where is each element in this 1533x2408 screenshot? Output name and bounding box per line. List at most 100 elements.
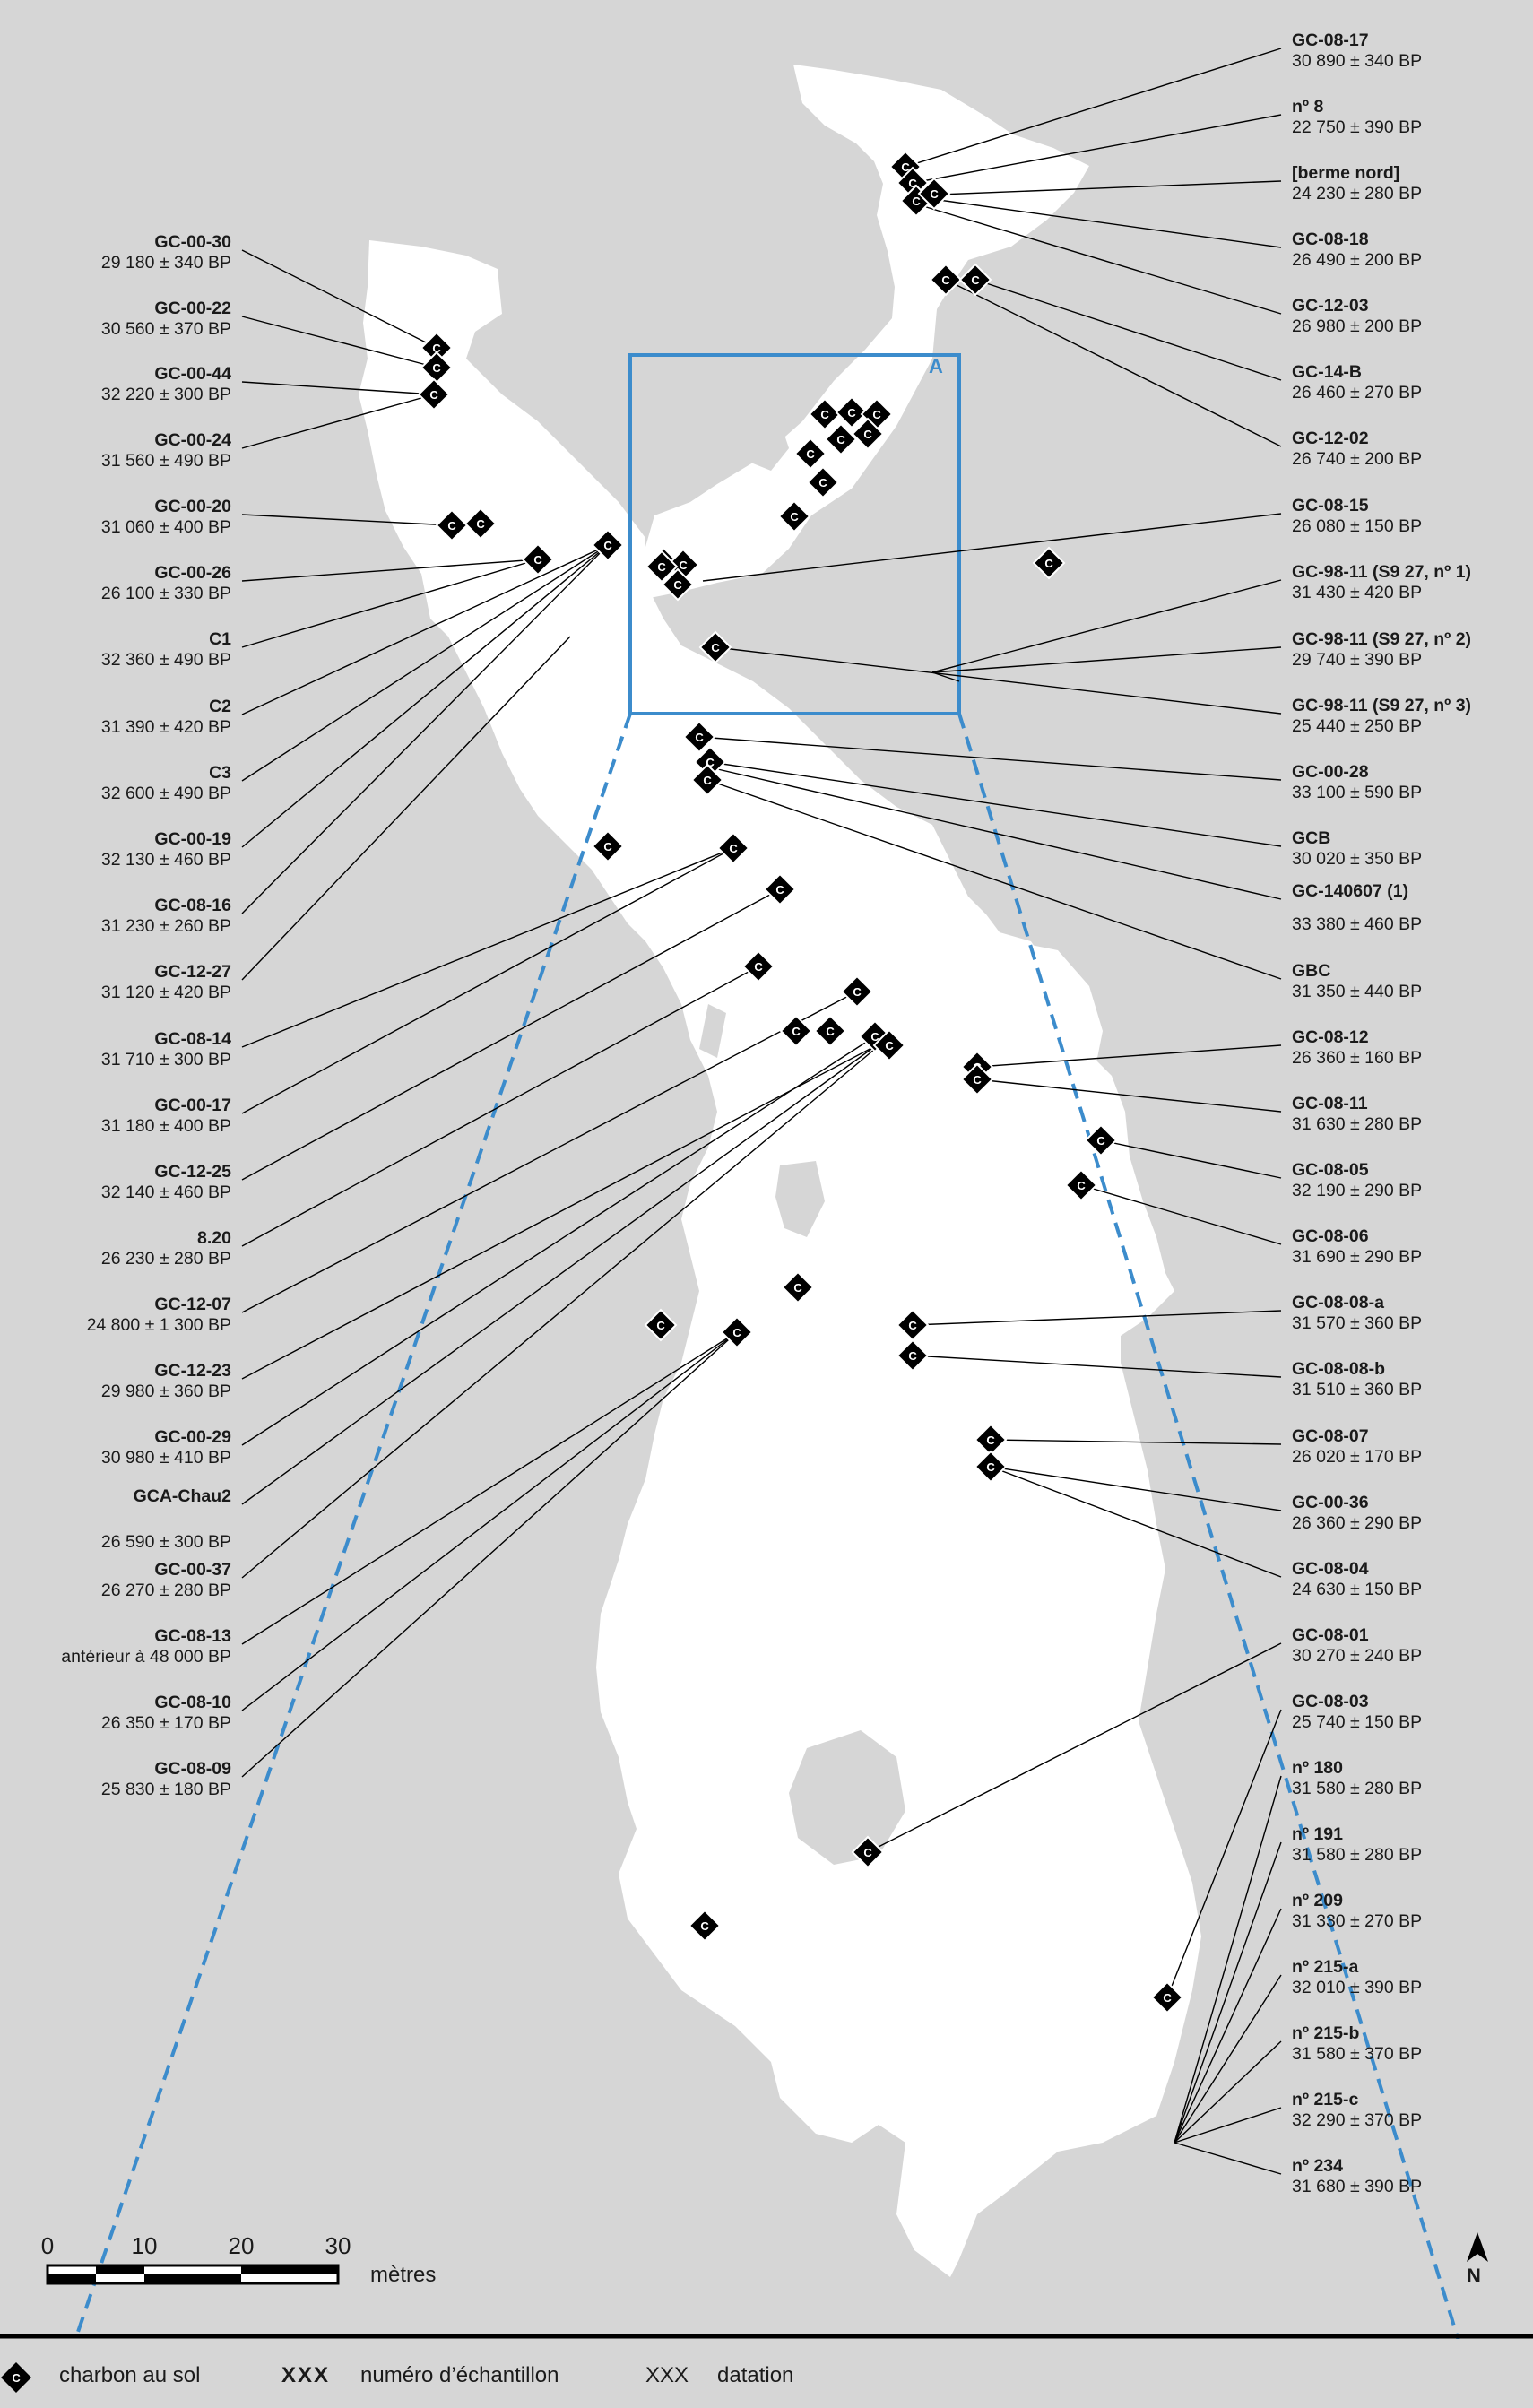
leader-line-right-2 bbox=[915, 180, 1282, 196]
svg-text:C: C bbox=[695, 731, 704, 744]
sample-date: 32 290 ± 370 BP bbox=[1292, 2110, 1423, 2130]
sample-id: GC-00-36 bbox=[1292, 1493, 1369, 1512]
svg-text:C: C bbox=[790, 510, 799, 524]
charcoal-marker: C bbox=[1032, 546, 1066, 580]
svg-text:C: C bbox=[941, 273, 950, 287]
scale-tick-30: 30 bbox=[325, 2232, 351, 2259]
north-arrow-icon bbox=[1467, 2232, 1488, 2262]
sample-date: 24 800 ± 1 300 BP bbox=[86, 1315, 231, 1335]
svg-text:C: C bbox=[863, 1846, 872, 1859]
sample-id: GC-08-08-a bbox=[1292, 1293, 1384, 1312]
svg-text:C: C bbox=[703, 774, 712, 787]
sample-date: 26 590 ± 300 BP bbox=[100, 1532, 231, 1552]
right-sample-label: GC-08-03 25 740 ± 150 BP bbox=[1292, 1692, 1498, 1733]
sample-date: 31 510 ± 360 BP bbox=[1292, 1380, 1423, 1399]
leader-line-left-6 bbox=[241, 559, 539, 648]
sample-date: 31 680 ± 390 BP bbox=[1292, 2177, 1423, 2196]
leader-line-right-17 bbox=[1100, 1139, 1282, 1179]
leader-line-left-19 bbox=[241, 1039, 885, 1505]
sample-id: GC-08-18 bbox=[1292, 230, 1369, 249]
sample-date: 32 140 ± 460 BP bbox=[100, 1182, 231, 1202]
charcoal-marker: C bbox=[644, 1308, 678, 1342]
sample-date: 31 580 ± 280 BP bbox=[1292, 1845, 1423, 1865]
sample-date: 25 440 ± 250 BP bbox=[1292, 716, 1423, 736]
leader-line-right-1 bbox=[912, 114, 1282, 184]
sample-id: GC-08-09 bbox=[154, 1759, 231, 1779]
sample-id: GC-98-11 (S9 27, nº 1) bbox=[1292, 562, 1472, 582]
leader-line-right-31 bbox=[1174, 2107, 1282, 2144]
sample-id: nº 215-b bbox=[1292, 2023, 1360, 2043]
leader-line-right-4 bbox=[922, 205, 1282, 315]
right-sample-label: GC-00-28 33 100 ± 590 BP bbox=[1292, 762, 1498, 803]
svg-text:C: C bbox=[447, 519, 456, 533]
svg-text:C: C bbox=[429, 388, 438, 402]
leader-line-right-13 bbox=[709, 767, 1282, 900]
right-sample-label: nº 8 22 750 ± 390 BP bbox=[1292, 97, 1498, 138]
charcoal-marker: C bbox=[591, 528, 625, 562]
right-sample-label: GC-08-15 26 080 ± 150 BP bbox=[1292, 496, 1498, 537]
right-sample-label: GC-12-02 26 740 ± 200 BP bbox=[1292, 429, 1498, 470]
leader-line-right-30 bbox=[1174, 2040, 1282, 2144]
svg-text:C: C bbox=[872, 408, 881, 421]
sample-id: GC-08-03 bbox=[1292, 1692, 1369, 1711]
svg-text:C: C bbox=[908, 1349, 917, 1363]
charcoal-marker: C bbox=[813, 1014, 847, 1048]
leader-line-right-5 bbox=[974, 279, 1282, 381]
leader-line-left-10 bbox=[241, 544, 609, 914]
sample-date: 26 270 ± 280 BP bbox=[100, 1581, 231, 1600]
svg-text:C: C bbox=[847, 406, 856, 420]
sample-id: GC-12-25 bbox=[154, 1162, 231, 1182]
left-sample-label: GC-00-20 31 060 ± 400 BP bbox=[25, 497, 231, 538]
sample-id: GC-00-26 bbox=[154, 563, 231, 583]
left-sample-label: GCA-Chau2 26 590 ± 300 BP bbox=[25, 1486, 231, 1553]
sample-id: GC-08-11 bbox=[1292, 1094, 1368, 1113]
north-label: N bbox=[1467, 2265, 1481, 2287]
charcoal-marker: C bbox=[824, 422, 858, 456]
leader-line-left-0 bbox=[241, 249, 437, 349]
sample-id: GC-12-27 bbox=[154, 962, 231, 982]
leader-line-right-10 bbox=[715, 646, 1282, 715]
left-sample-label: GC-00-17 31 180 ± 400 BP bbox=[25, 1096, 231, 1137]
right-sample-label: GC-08-07 26 020 ± 170 BP bbox=[1292, 1426, 1498, 1468]
leader-line-right-7 bbox=[702, 513, 1282, 582]
leader-line-right-25 bbox=[1166, 1709, 1282, 1998]
sample-id: GC-00-44 bbox=[154, 364, 231, 384]
leader-line-left-15 bbox=[241, 966, 759, 1247]
sample-date: 30 560 ± 370 BP bbox=[100, 319, 231, 339]
sample-date: 26 360 ± 160 BP bbox=[1292, 1048, 1423, 1068]
leader-line-right-3 bbox=[931, 198, 1282, 248]
sample-date: 25 740 ± 150 BP bbox=[1292, 1712, 1423, 1732]
sample-id: GC-00-19 bbox=[154, 829, 231, 849]
svg-text:C: C bbox=[732, 1326, 741, 1339]
sample-id: C1 bbox=[209, 629, 231, 649]
sample-date: 31 180 ± 400 BP bbox=[100, 1116, 231, 1136]
svg-text:C: C bbox=[818, 476, 827, 489]
sample-id: GC-08-05 bbox=[1292, 1160, 1369, 1180]
sample-id: GCA-Chau2 bbox=[133, 1486, 231, 1506]
svg-text:C: C bbox=[729, 842, 738, 855]
charcoal-marker: C bbox=[851, 1835, 885, 1869]
right-sample-label: GBC 31 350 ± 440 BP bbox=[1292, 961, 1498, 1002]
leader-line-left-2 bbox=[241, 381, 435, 395]
leader-line-right-29 bbox=[1174, 1974, 1282, 2144]
sample-id: GC-08-17 bbox=[1292, 30, 1369, 50]
svg-text:C: C bbox=[986, 1434, 995, 1447]
leader-line-left-11 bbox=[241, 636, 571, 981]
charcoal-marker: C bbox=[1064, 1168, 1098, 1202]
charcoal-marker: C bbox=[661, 567, 695, 602]
scale-tick-20: 20 bbox=[228, 2232, 255, 2259]
leader-line-left-1 bbox=[241, 316, 437, 368]
sample-date: 31 560 ± 490 BP bbox=[100, 451, 231, 471]
leader-line-left-18 bbox=[241, 1035, 876, 1446]
sample-id: GC-00-28 bbox=[1292, 762, 1369, 782]
sample-id: GC-08-07 bbox=[1292, 1426, 1369, 1446]
sample-date: 31 230 ± 260 BP bbox=[100, 916, 231, 936]
sample-id: GC-08-14 bbox=[154, 1029, 231, 1049]
svg-text:C: C bbox=[806, 447, 815, 461]
sample-id: nº 191 bbox=[1292, 1824, 1343, 1844]
left-sample-label: GC-00-24 31 560 ± 490 BP bbox=[25, 430, 231, 472]
leader-line-right-12 bbox=[709, 761, 1282, 847]
